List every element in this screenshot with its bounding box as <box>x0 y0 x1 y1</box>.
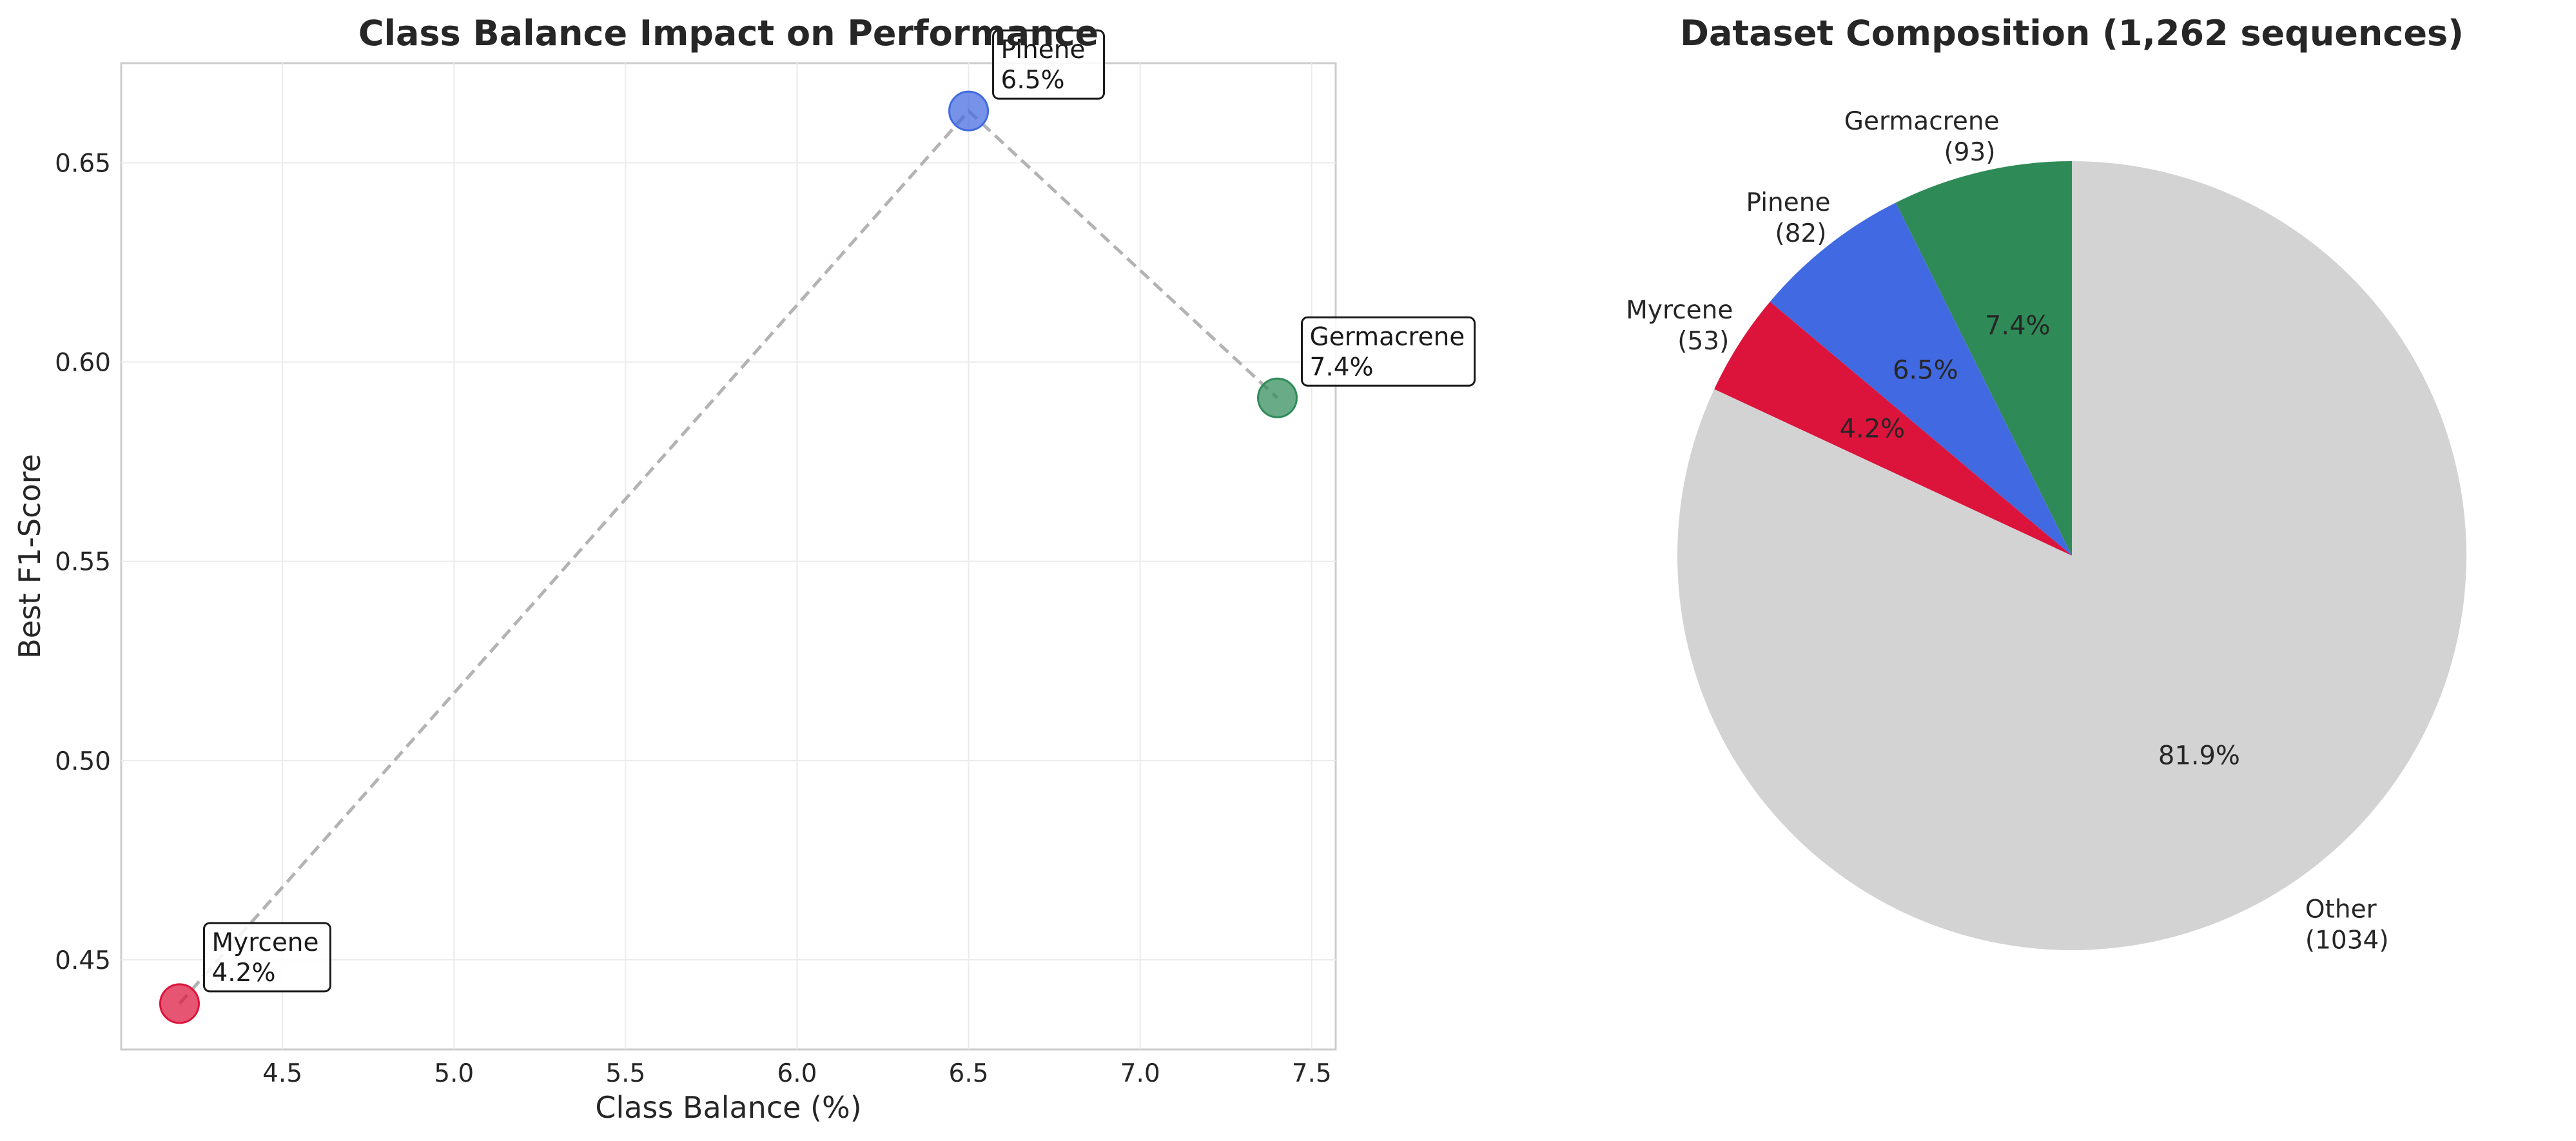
pie-slice-count: (53) <box>1677 327 1729 356</box>
scatter-axes-frame <box>120 62 1337 1051</box>
y-tick-label: 0.45 <box>55 946 111 975</box>
x-tick-label: 6.0 <box>777 1059 817 1088</box>
annotation-box <box>1301 316 1476 387</box>
pie-labels: 7.4% Germacrene(93) 6.5% Pinene(82) 4.2% Myrc… <box>1626 107 2388 955</box>
x-tick-label: 5.0 <box>434 1059 474 1088</box>
scatter-panel: 4.5 5.0 5.5 6.0 6.5 7.0 7.5 0.45 0.50 0.55 0.60 0.6… <box>12 13 1476 1125</box>
annotation-box <box>992 29 1106 100</box>
pie-slice-name: Pinene <box>1746 188 1831 217</box>
pie-percent-label: 6.5% <box>1893 356 1958 385</box>
scatter-ticks: 4.5 5.0 5.5 6.0 6.5 7.0 7.5 0.45 0.50 0.55 0.60 0.6… <box>55 150 1332 1088</box>
x-tick-label: 7.5 <box>1292 1059 1332 1088</box>
pie-percent-label: 81.9% <box>2158 741 2240 771</box>
pie-slice-count: (82) <box>1775 219 1826 248</box>
pie-slice-name: Other <box>2305 895 2377 924</box>
annotation-box <box>202 922 331 993</box>
scatter-points <box>159 90 1298 1024</box>
scatter-title: Class Balance Impact on Performance <box>358 13 1098 54</box>
scatter-point-germacrene <box>1257 377 1298 418</box>
pie-panel: Dataset Composition (1,262 sequences) 7.… <box>1626 13 2466 955</box>
annotation-percent: 4.2% <box>211 959 275 988</box>
pie-percent-label: 7.4% <box>1985 311 2051 341</box>
pie-slice-germacrene <box>1895 161 2072 556</box>
x-tick-label: 5.5 <box>605 1059 645 1088</box>
pie-wedges <box>1677 161 2466 950</box>
pie-slice-pinene <box>1770 202 2072 556</box>
annotation-percent: 7.4% <box>1310 353 1374 382</box>
pie-title: Dataset Composition (1,262 sequences) <box>1680 13 2464 54</box>
annotation-percent: 6.5% <box>1001 66 1065 95</box>
scatter-point-myrcene <box>159 983 200 1024</box>
x-tick-label: 6.5 <box>949 1059 989 1088</box>
y-tick-label: 0.55 <box>55 548 111 577</box>
pie-percent-label: 4.2% <box>1840 414 1906 444</box>
x-tick-label: 4.5 <box>262 1059 302 1088</box>
annotation-name: Pinene <box>1001 35 1086 64</box>
pie-slice-name: Myrcene <box>1626 296 1733 325</box>
scatter-point-pinene <box>948 90 990 132</box>
annotation-name: Myrcene <box>211 928 318 957</box>
y-tick-label: 0.50 <box>55 747 111 776</box>
y-tick-label: 0.65 <box>55 150 111 179</box>
scatter-y-axis-label: Best F1-Score <box>12 454 47 659</box>
x-tick-label: 7.0 <box>1120 1059 1160 1088</box>
pie-slice-count: (1034) <box>2305 926 2389 955</box>
scatter-x-axis-label: Class Balance (%) <box>595 1090 861 1125</box>
pie-slice-count: (93) <box>1944 138 1995 167</box>
pie-slice-myrcene <box>1714 301 2072 556</box>
y-tick-label: 0.60 <box>55 349 111 378</box>
annotation-name: Germacrene <box>1310 322 1465 351</box>
pie-slice-other <box>1677 161 2466 950</box>
pie-slice-name: Germacrene <box>1844 107 2000 136</box>
